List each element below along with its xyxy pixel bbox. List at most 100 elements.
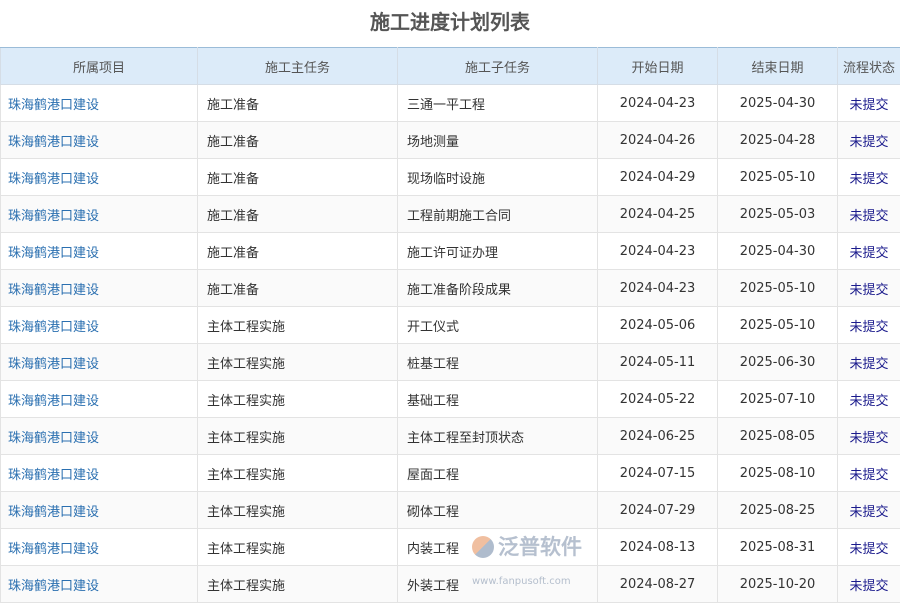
end-date-cell: 2025-08-25 [718,492,838,529]
main-task-cell: 施工准备 [198,159,398,196]
start-date-cell: 2024-08-27 [598,566,718,603]
main-task-cell: 施工准备 [198,85,398,122]
column-header[interactable]: 施工主任务 [198,48,398,85]
column-header[interactable]: 流程状态 [838,48,900,85]
start-date-cell: 2024-05-11 [598,344,718,381]
status-cell[interactable]: 未提交 [838,270,900,307]
end-date-cell: 2025-05-10 [718,159,838,196]
project-cell[interactable]: 珠海鹤港口建设 [1,159,198,196]
status-cell[interactable]: 未提交 [838,529,900,566]
project-cell[interactable]: 珠海鹤港口建设 [1,196,198,233]
sub-task-cell: 屋面工程 [398,455,598,492]
sub-task-cell: 内装工程 [398,529,598,566]
sub-task-cell: 施工许可证办理 [398,233,598,270]
status-cell[interactable]: 未提交 [838,492,900,529]
project-cell[interactable]: 珠海鹤港口建设 [1,307,198,344]
column-header[interactable]: 开始日期 [598,48,718,85]
status-cell[interactable]: 未提交 [838,159,900,196]
main-task-cell: 施工准备 [198,270,398,307]
start-date-cell: 2024-04-25 [598,196,718,233]
status-cell[interactable]: 未提交 [838,344,900,381]
project-cell[interactable]: 珠海鹤港口建设 [1,566,198,603]
start-date-cell: 2024-07-29 [598,492,718,529]
end-date-cell: 2025-04-30 [718,85,838,122]
project-cell[interactable]: 珠海鹤港口建设 [1,418,198,455]
sub-task-cell: 三通一平工程 [398,85,598,122]
status-cell[interactable]: 未提交 [838,85,900,122]
status-cell[interactable]: 未提交 [838,307,900,344]
end-date-cell: 2025-06-30 [718,344,838,381]
main-task-cell: 主体工程实施 [198,566,398,603]
end-date-cell: 2025-05-03 [718,196,838,233]
main-task-cell: 施工准备 [198,196,398,233]
project-cell[interactable]: 珠海鹤港口建设 [1,122,198,159]
start-date-cell: 2024-06-25 [598,418,718,455]
sub-task-cell: 外装工程 [398,566,598,603]
project-cell[interactable]: 珠海鹤港口建设 [1,455,198,492]
project-cell[interactable]: 珠海鹤港口建设 [1,529,198,566]
project-cell[interactable]: 珠海鹤港口建设 [1,233,198,270]
sub-task-cell: 开工仪式 [398,307,598,344]
end-date-cell: 2025-05-10 [718,270,838,307]
column-header[interactable]: 施工子任务 [398,48,598,85]
start-date-cell: 2024-04-23 [598,270,718,307]
start-date-cell: 2024-04-29 [598,159,718,196]
end-date-cell: 2025-08-10 [718,455,838,492]
project-cell[interactable]: 珠海鹤港口建设 [1,492,198,529]
main-task-cell: 施工准备 [198,122,398,159]
schedule-table: 所属项目施工主任务施工子任务开始日期结束日期流程状态 珠海鹤港口建设施工准备三通… [0,47,900,603]
end-date-cell: 2025-08-05 [718,418,838,455]
sub-task-cell: 主体工程至封顶状态 [398,418,598,455]
status-cell[interactable]: 未提交 [838,196,900,233]
main-task-cell: 主体工程实施 [198,418,398,455]
project-cell[interactable]: 珠海鹤港口建设 [1,270,198,307]
main-task-cell: 主体工程实施 [198,344,398,381]
sub-task-cell: 工程前期施工合同 [398,196,598,233]
sub-task-cell: 桩基工程 [398,344,598,381]
start-date-cell: 2024-04-26 [598,122,718,159]
status-cell[interactable]: 未提交 [838,418,900,455]
main-task-cell: 施工准备 [198,233,398,270]
main-task-cell: 主体工程实施 [198,455,398,492]
page-title: 施工进度计划列表 [0,0,900,47]
column-header[interactable]: 所属项目 [1,48,198,85]
status-cell[interactable]: 未提交 [838,122,900,159]
sub-task-cell: 砌体工程 [398,492,598,529]
column-header[interactable]: 结束日期 [718,48,838,85]
end-date-cell: 2025-10-20 [718,566,838,603]
status-cell[interactable]: 未提交 [838,455,900,492]
status-cell[interactable]: 未提交 [838,233,900,270]
start-date-cell: 2024-04-23 [598,85,718,122]
sub-task-cell: 基础工程 [398,381,598,418]
main-task-cell: 主体工程实施 [198,492,398,529]
main-task-cell: 主体工程实施 [198,381,398,418]
start-date-cell: 2024-08-13 [598,529,718,566]
end-date-cell: 2025-04-28 [718,122,838,159]
sub-task-cell: 现场临时设施 [398,159,598,196]
status-cell[interactable]: 未提交 [838,381,900,418]
header-row: 所属项目施工主任务施工子任务开始日期结束日期流程状态 [1,48,900,85]
project-cell[interactable]: 珠海鹤港口建设 [1,85,198,122]
project-cell[interactable]: 珠海鹤港口建设 [1,381,198,418]
end-date-cell: 2025-08-31 [718,529,838,566]
start-date-cell: 2024-05-22 [598,381,718,418]
main-task-cell: 主体工程实施 [198,529,398,566]
start-date-cell: 2024-05-06 [598,307,718,344]
status-cell[interactable]: 未提交 [838,566,900,603]
project-cell[interactable]: 珠海鹤港口建设 [1,344,198,381]
end-date-cell: 2025-05-10 [718,307,838,344]
